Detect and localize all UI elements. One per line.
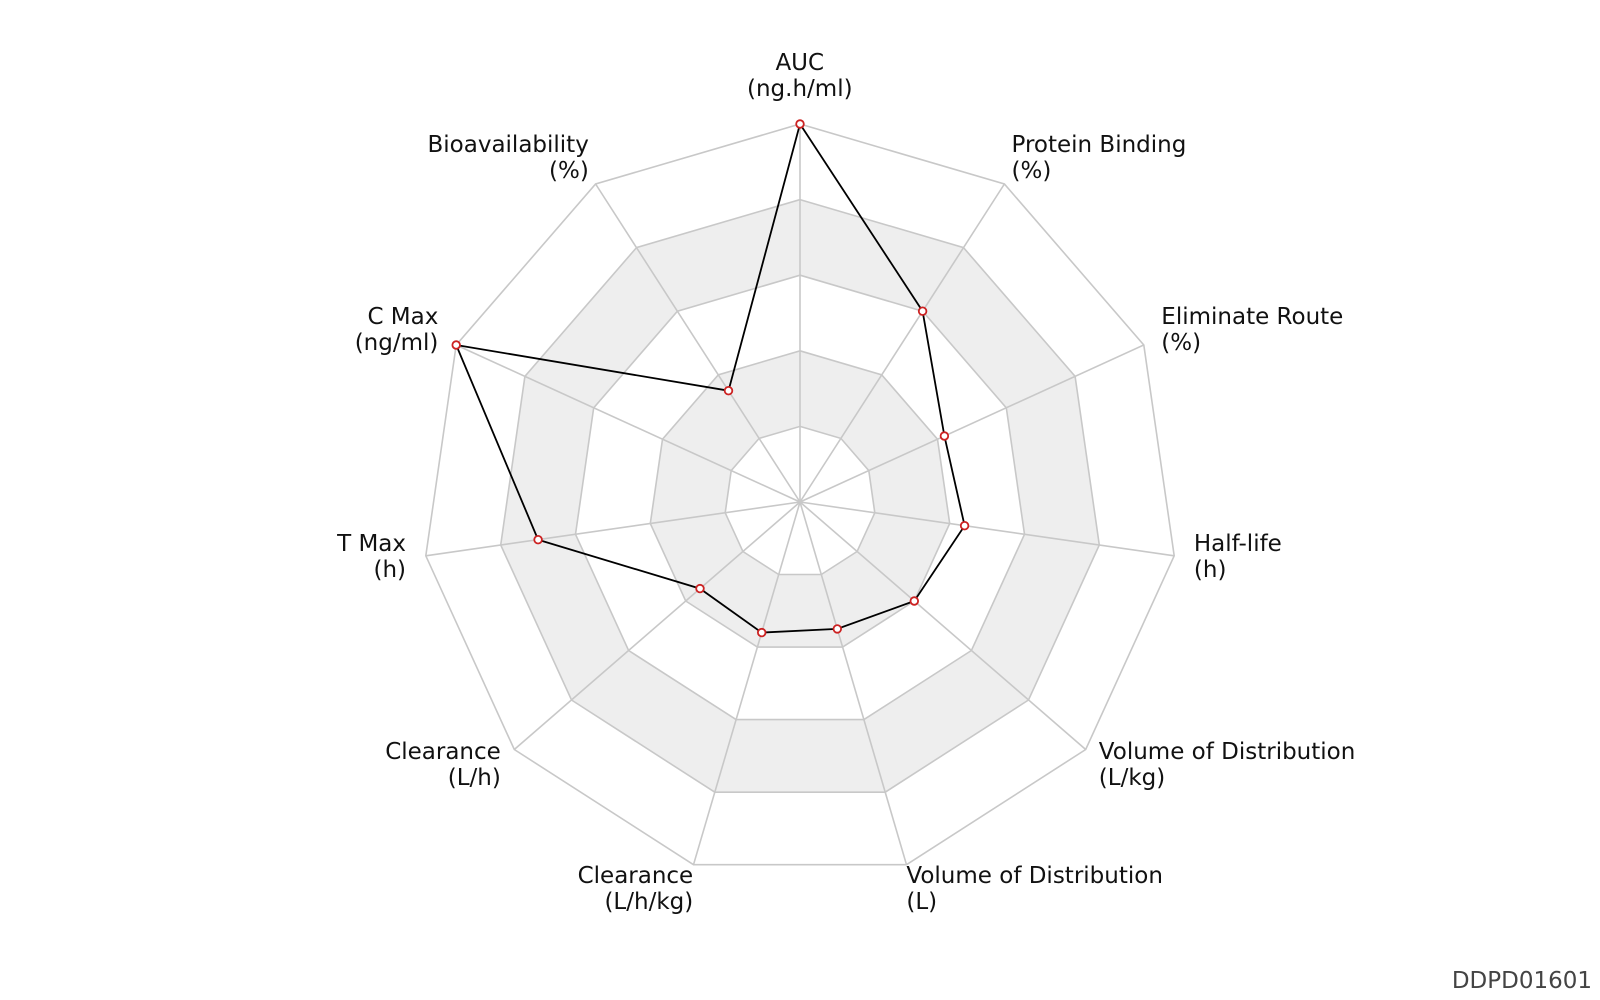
axis-label-unit: (L/h/kg) xyxy=(604,888,694,915)
data-point-5 xyxy=(832,624,842,634)
axis-label-0: AUC (ng.h/ml) xyxy=(747,50,853,102)
axis-label-7: Clearance (L/h) xyxy=(385,739,501,791)
axis-spoke-4 xyxy=(799,501,1087,751)
axis-label-name: C Max xyxy=(367,304,439,331)
axis-spoke-6 xyxy=(692,501,801,865)
axis-label-name: Half-life xyxy=(1193,530,1282,557)
axis-label-2: Eliminate Route (%) xyxy=(1161,304,1343,356)
axis-label-name: AUC xyxy=(775,50,825,76)
axis-label-name: Clearance xyxy=(385,738,501,765)
axis-label-3: Half-life (h) xyxy=(1194,531,1282,583)
axis-label-unit: (%) xyxy=(1161,330,1202,357)
grid-ring-3 xyxy=(574,274,1026,721)
data-point-10 xyxy=(723,386,734,396)
data-point-7 xyxy=(695,583,705,594)
axis-label-name: Clearance xyxy=(577,862,694,889)
axis-label-4: Volume of Distribution (L/kg) xyxy=(1099,739,1356,791)
grid-ring-2 xyxy=(649,349,951,648)
axis-spoke-7 xyxy=(513,501,801,751)
axis-label-name: Volume of Distribution xyxy=(1098,738,1356,765)
series-line-0 xyxy=(454,121,966,634)
axis-label-10: Bioavailability (%) xyxy=(428,132,589,184)
data-point-6 xyxy=(757,627,767,638)
axis-label-unit: (h) xyxy=(373,556,407,583)
axis-spoke-8 xyxy=(425,501,801,557)
data-point-3 xyxy=(959,521,970,531)
axis-label-name: T Max xyxy=(337,530,407,557)
axis-label-unit: (L/h) xyxy=(447,764,501,791)
axis-label-1: Protein Binding (%) xyxy=(1012,132,1187,184)
axis-label-unit: (%) xyxy=(1011,157,1052,184)
data-point-2 xyxy=(939,431,950,441)
axis-label-9: C Max (ng/ml) xyxy=(355,304,439,356)
axis-label-name: Volume of Distribution xyxy=(906,862,1163,889)
axis-spoke-2 xyxy=(799,344,1145,503)
axis-spoke-9 xyxy=(455,344,801,503)
axis-label-unit: (L/kg) xyxy=(1098,764,1166,791)
grid-ring-5 xyxy=(424,123,1176,866)
axis-spoke-3 xyxy=(799,501,1175,557)
grid-ring-1 xyxy=(724,425,876,576)
axis-label-unit: (h) xyxy=(1193,556,1227,583)
data-point-1 xyxy=(917,306,928,316)
grid-ring-4 xyxy=(499,198,1101,794)
axis-label-8: T Max (h) xyxy=(337,531,406,583)
axis-label-unit: (L) xyxy=(906,888,938,915)
axis-spoke-10 xyxy=(594,183,801,503)
axis-label-unit: (ng/ml) xyxy=(354,330,439,357)
grid-band-2 xyxy=(650,350,950,648)
axis-label-5: Volume of Distribution (L) xyxy=(906,863,1163,915)
axis-spoke-1 xyxy=(799,183,1006,503)
axis-label-name: Protein Binding xyxy=(1011,131,1187,158)
chart-id: DDPD01601 xyxy=(1451,968,1592,994)
axis-label-unit: (ng.h/ml) xyxy=(747,76,853,102)
data-point-8 xyxy=(533,535,543,545)
data-point-9 xyxy=(451,340,461,350)
axis-spoke-5 xyxy=(799,501,908,865)
data-point-4 xyxy=(909,596,919,606)
axis-label-unit: (%) xyxy=(549,157,589,184)
axis-label-name: Bioavailability xyxy=(427,131,589,158)
axis-label-6: Clearance (L/h/kg) xyxy=(578,863,694,915)
axis-label-name: Eliminate Route xyxy=(1161,304,1344,331)
data-point-0 xyxy=(795,119,805,129)
